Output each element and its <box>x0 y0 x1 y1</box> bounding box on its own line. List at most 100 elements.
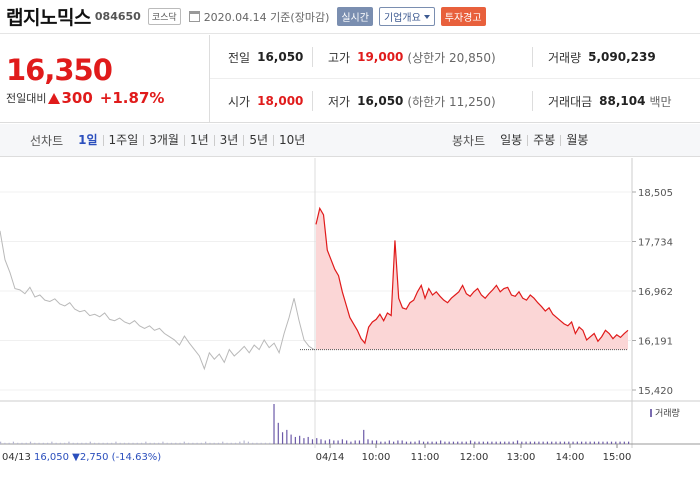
volume-bar <box>8 442 10 444</box>
volume-bar <box>192 442 194 444</box>
volume-bar <box>401 440 403 444</box>
volume-bar <box>568 441 570 444</box>
tab-line-6[interactable]: 10년 <box>273 134 310 146</box>
y-tick-label: 16,962 <box>638 287 673 298</box>
calendar-icon <box>188 11 200 22</box>
price-metrics: 전일 16,050 고가 19,000 (상한가 20,850) 거래량 5,090,2… <box>210 35 700 123</box>
realtime-button[interactable]: 실시간 <box>337 7 373 26</box>
volume-bar <box>166 442 168 444</box>
volume-bar <box>226 442 228 444</box>
volume-bar <box>281 432 284 444</box>
volume-bar <box>512 441 514 444</box>
volume-bar <box>311 439 314 444</box>
tab-line-0[interactable]: 1일 <box>78 133 98 147</box>
volume-bar <box>478 441 480 444</box>
volume-bar <box>128 442 130 444</box>
volume-bar <box>170 442 173 444</box>
volume-bar <box>303 438 305 444</box>
volume-bar <box>98 442 100 444</box>
volume-bar <box>175 442 177 444</box>
volume-bar <box>38 442 40 444</box>
tab-line-2[interactable]: 3개월 <box>143 134 184 146</box>
volume-bar <box>576 441 578 444</box>
metric-low: 저가 16,050 (하한가 11,250) <box>328 94 496 109</box>
tab-candle-2[interactable]: 월봉 <box>560 134 593 146</box>
volume-bar <box>230 442 232 444</box>
volume-bar <box>59 442 62 444</box>
volume-bar <box>435 441 437 444</box>
volume-bar <box>589 441 591 444</box>
market-badge: 코스닥 <box>147 8 181 25</box>
volume-bar <box>42 442 44 444</box>
price-summary: 16,350 전일대비 300 +1.87% 전일 16,050 고가 19,000… <box>0 35 700 123</box>
volume-bar <box>162 441 164 444</box>
volume-bar <box>25 442 27 444</box>
volume-bar <box>106 442 109 444</box>
volume-bar <box>277 422 279 444</box>
volume-bar <box>85 442 87 444</box>
volume-bar <box>516 440 519 444</box>
tab-line-4[interactable]: 3년 <box>213 134 244 146</box>
quote-date: 2020.04.14 기준(장마감) <box>203 10 330 24</box>
metric-prev: 전일 16,050 <box>228 50 304 65</box>
volume-bar <box>615 441 617 444</box>
tab-candle-1[interactable]: 주봉 <box>527 134 560 146</box>
volume-bar <box>316 438 318 444</box>
metric-high: 고가 19,000 (상한가 20,850) <box>328 50 496 65</box>
volume-legend-swatch <box>650 409 652 417</box>
volume-bar <box>34 442 36 444</box>
volume-bar <box>367 439 369 444</box>
y-tick-label: 18,505 <box>638 188 673 199</box>
metric-row: 전일 16,050 고가 19,000 (상한가 20,850) 거래량 5,090,2… <box>210 35 700 79</box>
line-chart-tabs: 선차트 1일 1주일 3개월 1년 3년 5년 10년 <box>30 124 310 157</box>
change-percent: +1.87% <box>99 89 165 107</box>
volume-bar <box>187 442 190 444</box>
volume-bar <box>542 441 544 444</box>
investment-warning-badge[interactable]: 투자경고 <box>440 7 486 26</box>
volume-bar <box>410 441 412 444</box>
volume-bar <box>93 442 96 444</box>
price-chart-svg: 18,505 17,734 16,962 16,191 15,420 04/14 10:00… <box>0 158 700 463</box>
volume-bar <box>354 440 356 444</box>
volume-bar <box>123 442 126 444</box>
volume-bar <box>333 440 335 444</box>
tab-line-1[interactable]: 1주일 <box>102 134 144 146</box>
corp-overview-dropdown[interactable]: 기업개요 <box>378 7 435 26</box>
volume-bar <box>205 441 207 444</box>
volume-bar <box>427 441 429 444</box>
volume-bar <box>482 441 484 444</box>
volume-bar <box>384 441 386 444</box>
candle-chart-title: 봉차트 <box>452 134 486 148</box>
volume-bar <box>628 441 630 444</box>
volume-bar <box>239 441 241 444</box>
tab-candle-0[interactable]: 일봉 <box>500 133 523 147</box>
chart-period-tabs: 선차트 1일 1주일 3개월 1년 3년 5년 10년 봉차트 일봉 주봉 월봉 <box>0 124 700 157</box>
tab-line-3[interactable]: 1년 <box>183 134 214 146</box>
volume-bar <box>111 442 113 444</box>
x-tick-label: 13:00 <box>507 452 536 463</box>
volume-bar <box>307 436 309 444</box>
volume-bar <box>196 442 198 444</box>
volume-bar <box>581 441 583 444</box>
change-row: 전일대비 300 +1.87% <box>6 89 164 107</box>
volume-bar <box>431 441 433 444</box>
candle-chart-tabs: 봉차트 일봉 주봉 월봉 <box>452 124 593 157</box>
volume-bar <box>465 441 467 444</box>
volume-bar <box>46 442 49 444</box>
y-tick-label: 17,734 <box>638 238 673 249</box>
volume-bar <box>81 442 83 444</box>
volume-bar <box>418 440 420 444</box>
volume-bar <box>234 442 237 444</box>
volume-bar <box>209 442 211 444</box>
volume-bar <box>76 442 79 444</box>
current-price: 16,350 <box>6 53 113 87</box>
change-label: 전일대비 <box>6 92 47 105</box>
volume-bar <box>499 441 502 444</box>
volume-bar <box>328 439 331 444</box>
stock-name: 랩지노믹스 <box>6 7 91 29</box>
tab-line-5[interactable]: 5년 <box>243 134 273 146</box>
volume-bar <box>350 441 352 444</box>
volume-bar <box>380 441 382 444</box>
series-line-0414 <box>315 206 629 345</box>
volume-bar <box>256 442 258 444</box>
